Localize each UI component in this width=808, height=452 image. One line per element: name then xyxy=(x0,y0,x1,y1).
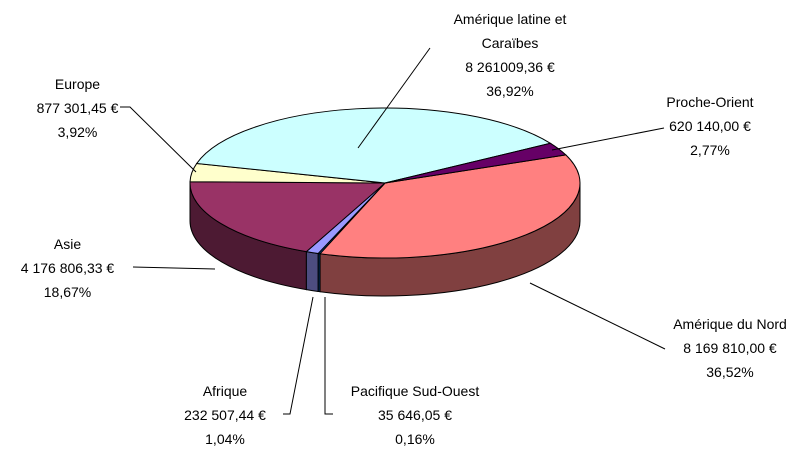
slice-name: Amérique du Nord xyxy=(673,316,787,332)
slice-percent: 0,16% xyxy=(395,431,435,447)
slice-side xyxy=(317,252,321,293)
slice-value: 8 169 810,00 € xyxy=(683,340,777,356)
slice-value: 4 176 806,33 € xyxy=(20,260,115,276)
slice-value: 35 646,05 € xyxy=(378,407,452,423)
slice-value: 620 140,00 € xyxy=(669,118,751,134)
slice-percent: 1,04% xyxy=(205,431,245,447)
slice-name: Pacifique Sud-Ouest xyxy=(350,383,480,399)
slice-side xyxy=(305,251,319,293)
leader-line xyxy=(324,297,333,415)
slice-label: Proche-Orient 620 140,00 € 2,77% xyxy=(635,90,785,162)
leader-line xyxy=(283,296,314,415)
slice-label: Amérique du Nord 8 169 810,00 € 36,52% xyxy=(655,312,805,384)
slice-name: Proche-Orient xyxy=(666,94,754,110)
slice-percent: 2,77% xyxy=(690,142,730,158)
slice-label: Pacifique Sud-Ouest 35 646,05 € 0,16% xyxy=(340,379,490,451)
slice-value: 877 301,45 € xyxy=(36,100,119,116)
slice-label: Asie 4 176 806,33 € 18,67% xyxy=(0,232,135,304)
slice-label: Amérique latine et Caraïbes 8 261009,36 €… xyxy=(430,7,590,103)
slice-label: Afrique 232 507,44 € 1,04% xyxy=(150,379,300,451)
leader-line xyxy=(120,106,197,173)
slice-percent: 18,67% xyxy=(43,284,92,300)
slice-label: Europe 877 301,45 € 3,92% xyxy=(20,72,135,144)
slice-percent: 3,92% xyxy=(57,124,98,140)
slice-name: Europe xyxy=(54,76,101,92)
slice-name: Amérique latine et Caraïbes xyxy=(453,11,567,51)
leader-line xyxy=(132,266,216,270)
slice xyxy=(189,181,387,253)
slice-value: 8 261009,36 € xyxy=(465,59,555,75)
slice-percent: 36,52% xyxy=(706,364,754,380)
slice-percent: 36,92% xyxy=(486,83,534,99)
slice xyxy=(319,154,581,259)
slice-name: Afrique xyxy=(202,383,248,399)
slice-value: 232 507,44 € xyxy=(184,407,266,423)
slice-name: Asie xyxy=(53,236,82,252)
leader-line xyxy=(551,127,665,151)
leader-line xyxy=(529,282,666,350)
leader-line xyxy=(357,47,431,149)
